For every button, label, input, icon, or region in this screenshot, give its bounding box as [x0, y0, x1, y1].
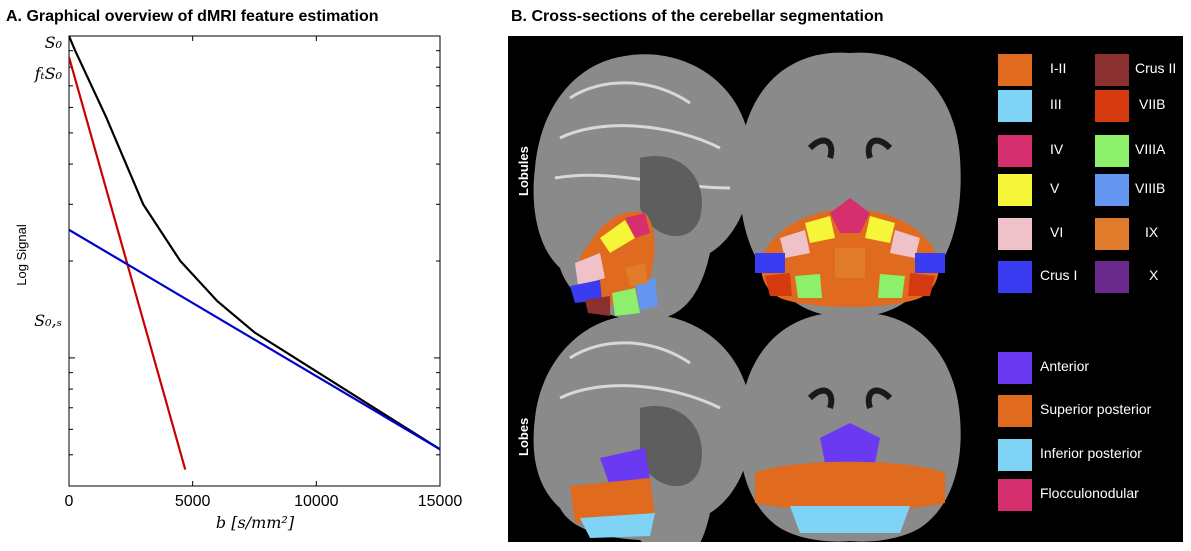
legend-swatch [998, 261, 1032, 293]
y-tick-label-s0s: S₀,ₛ [34, 311, 62, 330]
sagittal-lobes-slice [533, 314, 752, 542]
legend-swatch [998, 395, 1032, 427]
x-tick-labels: 0 5000 10000 15000 [65, 493, 463, 510]
sagittal-lobules-slice [533, 54, 752, 321]
legend-swatch [1095, 135, 1129, 167]
series-line-0 [69, 36, 440, 451]
coronal-lobules-slice [739, 52, 961, 317]
legend-swatch [998, 352, 1032, 384]
legend-swatch [998, 439, 1032, 471]
series-layer [69, 36, 440, 470]
y-tick-marks [69, 35, 440, 456]
legend-swatch [998, 174, 1032, 206]
plot-frame [68, 35, 441, 487]
x-tick-label: 0 [65, 493, 74, 510]
y-axis-label: Log Signal [14, 224, 29, 286]
series-line-2 [69, 228, 440, 451]
legend-swatch [1095, 174, 1129, 206]
y-tick-label-s0: S₀ [45, 33, 63, 52]
legend-swatch [998, 90, 1032, 122]
x-tick-label: 15000 [418, 493, 463, 510]
x-tick-label: 10000 [294, 493, 339, 510]
panel-a-title: A. Graphical overview of dMRI feature es… [6, 8, 379, 25]
coronal-lobes-slice [739, 312, 961, 542]
y-tick-label-ft-s0: fₜS₀ [34, 64, 63, 83]
legend-swatch [998, 479, 1032, 511]
legend-swatch [998, 135, 1032, 167]
x-tick-marks [68, 36, 441, 486]
signal-decay-chart: 0 5000 10000 15000 S₀ fₜS₀ S₀,ₛ Log Signal … [14, 33, 463, 532]
legend-swatch [1095, 261, 1129, 293]
brain-slices [533, 52, 961, 542]
x-axis-label: b [s/mm²] [216, 513, 295, 532]
legend-swatch [998, 218, 1032, 250]
row-label-lobes: Lobes [516, 417, 531, 456]
x-tick-label: 5000 [175, 493, 211, 510]
legend-swatch [998, 54, 1032, 86]
row-label-lobules: Lobules [516, 146, 531, 196]
legend-swatch [1095, 54, 1129, 86]
legend-swatch [1095, 218, 1129, 250]
panel-b-title: B. Cross-sections of the cerebellar segm… [511, 8, 884, 25]
legend-swatch [1095, 90, 1129, 122]
cerebellar-segmentation-panel: Lobules Lobes I-II III IV V VI Crus I Cr… [508, 36, 1183, 542]
